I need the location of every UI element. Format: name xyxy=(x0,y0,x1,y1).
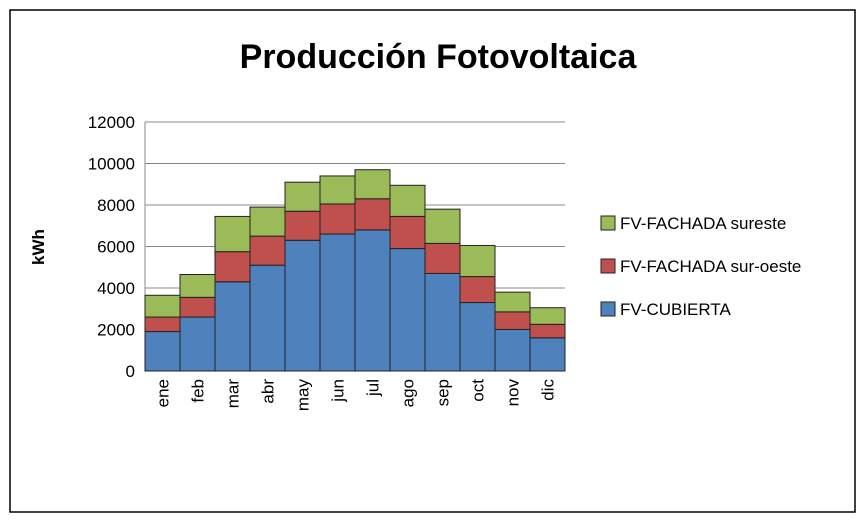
bar-segment xyxy=(284,239,321,372)
x-tick-label: sep xyxy=(434,379,453,406)
bar-segment xyxy=(494,311,531,330)
x-tick-label: mar xyxy=(224,379,243,409)
bar-segment xyxy=(459,244,496,278)
x-tick-label: dic xyxy=(539,379,558,401)
legend-label: FV-FACHADA sureste xyxy=(620,214,786,233)
y-tick-label: 6000 xyxy=(97,238,135,257)
y-tick-label: 8000 xyxy=(97,196,135,215)
y-tick-label: 2000 xyxy=(97,321,135,340)
x-tick-label: abr xyxy=(259,379,278,404)
bar-segment xyxy=(179,274,216,298)
x-tick-label: ene xyxy=(154,379,173,407)
bar-segment xyxy=(249,264,286,372)
bar-segment xyxy=(214,215,251,253)
y-tick-label: 4000 xyxy=(97,279,135,298)
bar-segment xyxy=(144,331,181,372)
bar-segment xyxy=(424,208,461,244)
bar-segment xyxy=(179,316,216,372)
bar-segment xyxy=(389,248,426,372)
bar-segment xyxy=(284,210,321,241)
chart-title: Producción Fotovoltaica xyxy=(240,38,638,76)
x-tick-label: feb xyxy=(189,379,208,403)
x-tick-label: ago xyxy=(399,379,418,407)
bar-segment xyxy=(529,307,566,325)
bar-segment xyxy=(179,296,216,318)
bar-segment xyxy=(214,251,251,283)
legend-swatch xyxy=(600,215,616,231)
bar-segment xyxy=(494,291,531,313)
bar-segment xyxy=(529,337,566,372)
y-axis-label: kWh xyxy=(29,229,48,265)
bar-segment xyxy=(459,302,496,372)
legend-label: FV-CUBIERTA xyxy=(620,300,731,319)
y-tick-label: 12000 xyxy=(88,113,135,132)
bar-segment xyxy=(389,184,426,217)
legend-swatch xyxy=(600,301,616,317)
bar-segment xyxy=(389,215,426,250)
x-tick-label: jun xyxy=(329,379,348,403)
bar-segment xyxy=(354,198,391,231)
bar-segment xyxy=(144,294,181,318)
bar-segment xyxy=(529,323,566,339)
bar-segment xyxy=(319,233,356,372)
legend-swatch xyxy=(600,258,616,274)
x-tick-label: nov xyxy=(504,379,523,407)
bar-segment xyxy=(144,316,181,333)
bar-segment xyxy=(284,181,321,212)
x-tick-label: oct xyxy=(469,379,488,402)
x-tick-label: may xyxy=(294,379,313,412)
bar-segment xyxy=(424,242,461,274)
bar-segment xyxy=(319,175,356,205)
bar-segment xyxy=(494,329,531,372)
bar-segment xyxy=(249,206,286,237)
bar-segment xyxy=(354,229,391,372)
bar-segment xyxy=(354,169,391,200)
bar-segment xyxy=(459,276,496,304)
y-tick-label: 0 xyxy=(126,362,135,381)
x-tick-label: jul xyxy=(364,379,383,397)
bar-segment xyxy=(214,281,251,372)
y-tick-label: 10000 xyxy=(88,155,135,174)
bar-segment xyxy=(319,203,356,235)
legend-label: FV-FACHADA sur-oeste xyxy=(620,257,801,276)
bar-segment xyxy=(424,272,461,372)
bar-segment xyxy=(249,235,286,266)
